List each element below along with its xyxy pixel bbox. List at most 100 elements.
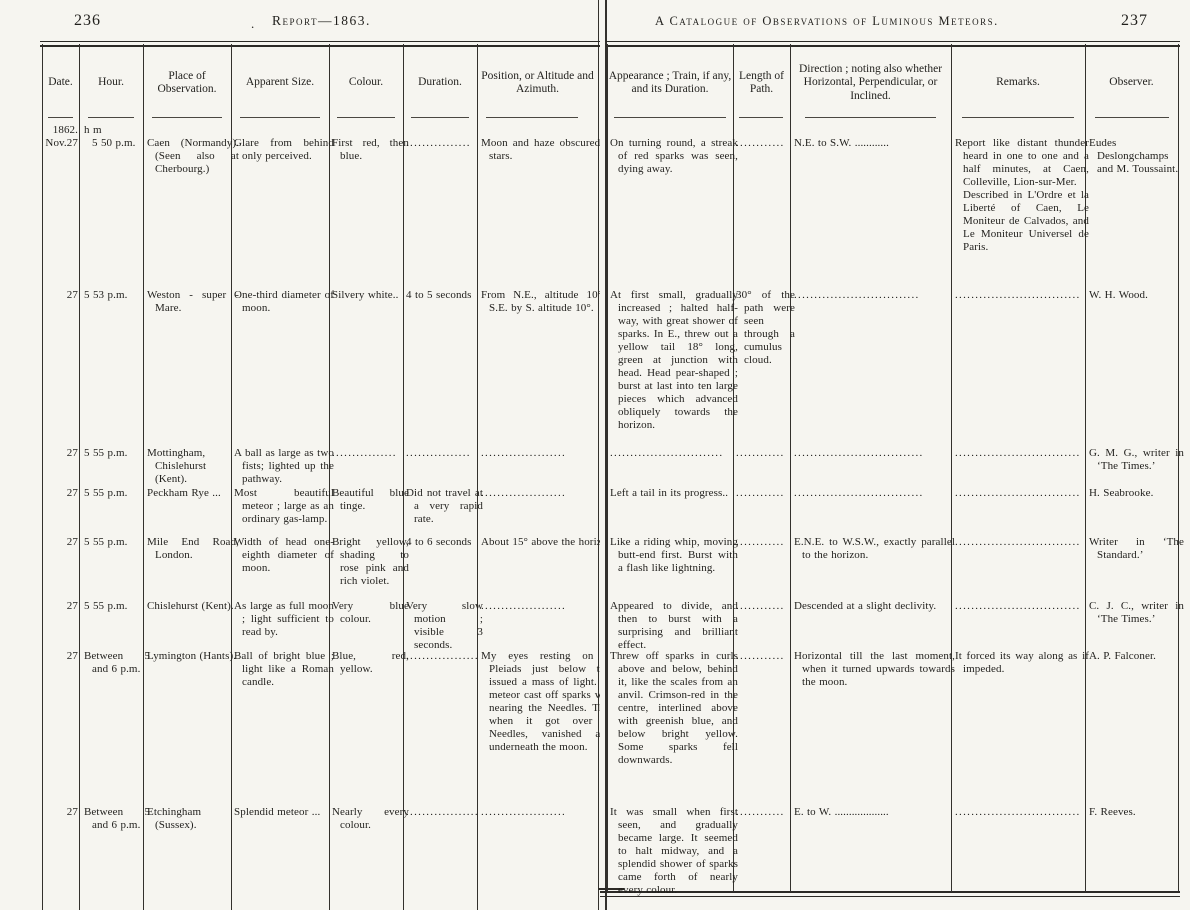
- cell-date: 27: [66, 447, 78, 459]
- cell-apparent-size: Splendid meteor ...: [234, 806, 321, 818]
- cell-appearance: Left a tail in its progress..: [610, 487, 729, 499]
- column-rule: [143, 44, 144, 910]
- cell-remarks: Report like distant thunder heard in one…: [955, 137, 1089, 253]
- cell-appearance: Appeared to divide, and then to burst wi…: [610, 600, 738, 651]
- column-header-hour: Hour.: [98, 76, 124, 89]
- cell-hour: 5 55 p.m.: [84, 536, 128, 548]
- cell-position: .....................: [481, 600, 567, 612]
- cell-date: 27: [66, 650, 78, 662]
- header-dash: [962, 117, 1074, 118]
- table-top-rule: [606, 41, 1180, 42]
- column-header-direction: Direction ; noting also whether Horizont…: [798, 62, 943, 102]
- header-dash: [805, 117, 936, 118]
- cell-colour: Blue, red, yellow.: [332, 650, 409, 675]
- column-rule: [1178, 44, 1179, 892]
- table-top-rule-2: [40, 45, 600, 47]
- cell-duration: ..................: [406, 806, 479, 818]
- cell-colour: Silvery white..: [332, 289, 399, 301]
- cell-position: .....................: [481, 487, 567, 499]
- cell-position: My eyes resting on the Pleiads just belo…: [481, 650, 600, 753]
- cell-duration: Did not travel at a very rapid rate.: [406, 487, 483, 525]
- header-dash: [337, 117, 395, 118]
- cell-direction: ................................: [794, 447, 924, 459]
- cell-observer: A. P. Falconer.: [1089, 650, 1156, 662]
- cell-observer: H. Seabrooke.: [1089, 487, 1154, 499]
- column-rule: [951, 44, 952, 892]
- running-title-left: Report—1863.: [272, 13, 371, 28]
- running-title-right: A Catalogue of Observations of Luminous …: [655, 14, 999, 28]
- cell-direction: E. to W. ...................: [794, 806, 889, 818]
- cell-apparent-size: One-third diameter of moon.: [234, 289, 334, 314]
- column-rule: [1085, 44, 1086, 892]
- cell-date: 27: [66, 289, 78, 301]
- cell-date: 27: [66, 536, 78, 548]
- cell-apparent-size: As large as full moon ; light sufficient…: [234, 600, 334, 638]
- cell-place: Weston - super - Mare.: [147, 289, 239, 314]
- page-number-right: 237: [1121, 12, 1148, 29]
- cell-position: From N.E., altitude 10° to S.E. by S. al…: [481, 289, 600, 314]
- cell-appearance: It was small when first seen, and gradua…: [610, 806, 738, 896]
- page-right-237: A Catalogue of Observations of Luminous …: [600, 0, 1190, 910]
- cell-direction: Descended at a slight declivity.: [794, 600, 937, 612]
- cell-apparent-size: Most beautiful meteor ; large as an ordi…: [234, 487, 334, 525]
- cell-direction: E.N.E. to W.S.W., exactly parallel to th…: [794, 536, 955, 561]
- cell-remarks: ...............................: [955, 536, 1081, 548]
- header-dash: [240, 117, 320, 118]
- header-dash: [1095, 117, 1169, 118]
- column-header-colour: Colour.: [348, 76, 384, 89]
- cell-observer: F. Reeves.: [1089, 806, 1136, 818]
- column-header-date: Date.: [48, 76, 73, 89]
- cell-duration: 4 to 6 seconds: [406, 536, 472, 548]
- cell-apparent-size: Ball of bright blue ; light like a Roman…: [234, 650, 334, 688]
- cell-appearance: Like a riding whip, moving butt-end firs…: [610, 536, 738, 574]
- cell-remarks: ...............................: [955, 289, 1081, 301]
- title-separator-dot: .: [251, 16, 255, 31]
- column-header-appearance: Appearance ; Train, if any, and its Dura…: [608, 69, 732, 96]
- column-rule: [329, 44, 330, 910]
- cell-hour: 5 53 p.m.: [84, 289, 128, 301]
- header-dash: [739, 117, 783, 118]
- column-rule: [607, 44, 608, 892]
- cell-apparent-size: Width of head one-eighth diameter of moo…: [234, 536, 334, 574]
- cell-hour: 5 55 p.m.: [84, 487, 128, 499]
- column-rule: [79, 44, 80, 910]
- cell-observer: C. J. C., writer in ‘The Times.’: [1089, 600, 1184, 625]
- cell-place: Mile End Road, London.: [147, 536, 239, 561]
- cell-colour: Beautiful blue tinge.: [332, 487, 409, 512]
- cell-duration: Very slow motion ; visible 3 seconds.: [406, 600, 483, 651]
- gutter-rule-left: [598, 0, 599, 910]
- cell-place: Caen (Normandy). (Seen also at Cherbourg…: [147, 137, 239, 175]
- cell-length-of-path: 30° of the path were seen through a cumu…: [736, 289, 795, 366]
- cell-hour: h m 5 50 p.m.: [84, 124, 136, 149]
- column-header-remarks: Remarks.: [996, 76, 1040, 89]
- cell-direction: ................................: [794, 487, 924, 499]
- cell-position: .....................: [481, 806, 567, 818]
- cell-appearance: Threw off sparks in curls above and belo…: [610, 650, 738, 766]
- cell-observer: G. M. G., writer in ‘The Times.’: [1089, 447, 1184, 472]
- cell-length-of-path: ............: [736, 487, 785, 499]
- header-dash: [614, 117, 726, 118]
- cell-observer: W. H. Wood.: [1089, 289, 1148, 301]
- cell-place: Etchingham (Sussex).: [147, 806, 202, 831]
- cell-direction: N.E. to S.W. ............: [794, 137, 889, 149]
- cell-date: 27: [66, 600, 78, 612]
- cell-remarks: ...............................: [955, 447, 1081, 459]
- cell-place: Mottingham, Chislehurst (Kent).: [147, 447, 207, 485]
- cell-appearance: ............................: [610, 447, 724, 459]
- cell-hour: Between 5 and 6 p.m.: [84, 650, 150, 675]
- page-number-left: 236: [74, 12, 101, 29]
- cell-apparent-size: A ball as large as two fists; lighted up…: [234, 447, 334, 485]
- column-header-duration: Duration.: [418, 76, 462, 89]
- column-rule: [231, 44, 232, 910]
- cell-remarks: ...............................: [955, 600, 1081, 612]
- cell-length-of-path: ............: [736, 137, 785, 149]
- cell-hour: Between 5 and 6 p.m.: [84, 806, 150, 831]
- cell-colour: Very blue colour.: [332, 600, 409, 625]
- cell-length-of-path: ............: [736, 447, 785, 459]
- column-header-position: Position, or Altitude and Azimuth.: [481, 69, 594, 96]
- header-dash: [411, 117, 469, 118]
- cell-position: .....................: [481, 447, 567, 459]
- column-header-length-of-path: Length of Path.: [738, 69, 785, 96]
- column-rule: [477, 44, 478, 910]
